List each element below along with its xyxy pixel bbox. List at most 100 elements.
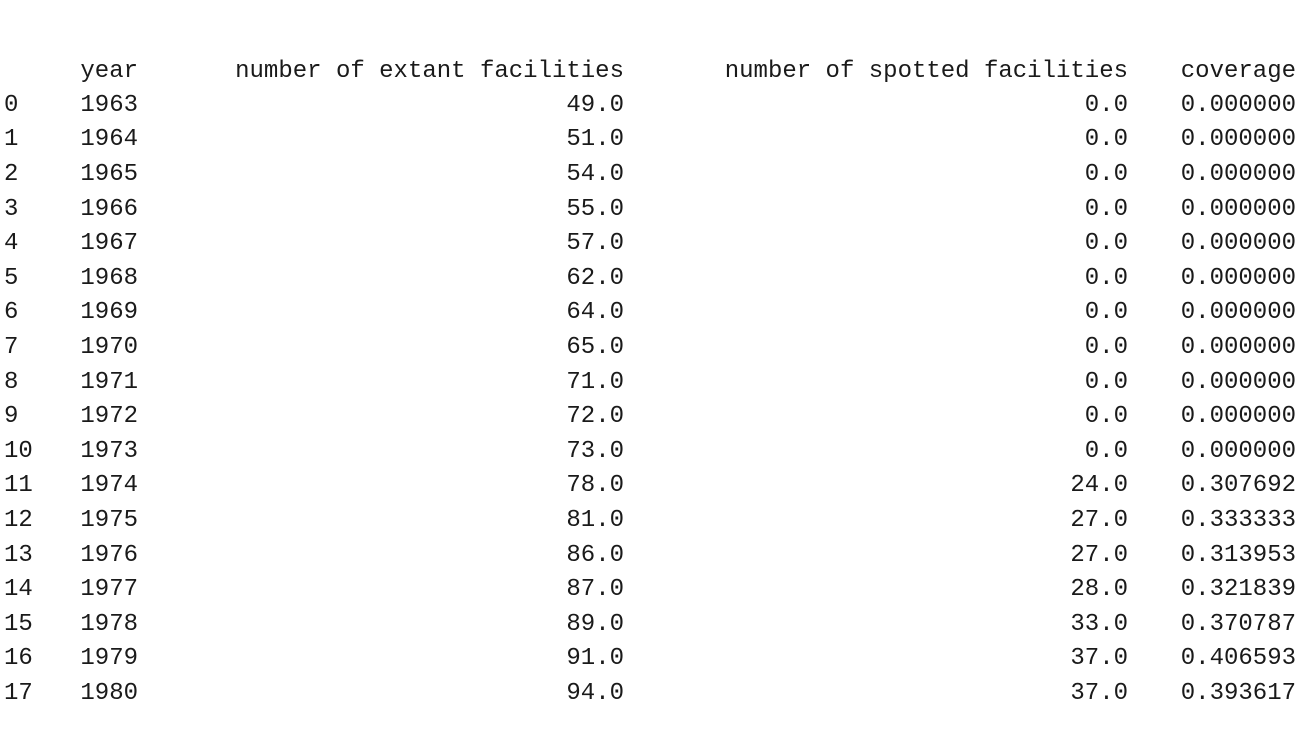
table-row: 1 1964 51.0 0.0 0.000000	[4, 123, 1296, 158]
cell-year: 1979	[80, 645, 138, 673]
cell-spotted-facilities: 0.0	[1084, 230, 1128, 258]
cell-year: 1968	[80, 264, 138, 292]
row-index: 14	[4, 576, 33, 604]
row-index: 8	[4, 368, 19, 396]
row-index: 2	[4, 160, 19, 188]
row-index: 6	[4, 299, 19, 327]
table-row: 9 1972 72.0 0.0 0.000000	[4, 399, 1296, 434]
cell-spotted-facilities: 37.0	[1070, 645, 1128, 673]
cell-year: 1969	[80, 299, 138, 327]
cell-extant-facilities: 73.0	[566, 437, 624, 465]
cell-extant-facilities: 91.0	[566, 645, 624, 673]
table-row: 7 1970 65.0 0.0 0.000000	[4, 330, 1296, 365]
row-index: 7	[4, 333, 19, 361]
table-row: 3 1966 55.0 0.0 0.000000	[4, 192, 1296, 227]
cell-spotted-facilities: 0.0	[1084, 195, 1128, 223]
header-spotted-facilities: number of spotted facilities	[724, 57, 1128, 85]
row-index: 17	[4, 679, 33, 707]
cell-extant-facilities: 78.0	[566, 472, 624, 500]
table-body: 0 1963 49.0 0.0 0.000000 1 1964 51.0 0.0 0.000000…	[4, 88, 1296, 711]
cell-year: 1963	[80, 91, 138, 119]
row-index: 0	[4, 91, 19, 119]
cell-coverage: 0.000000	[1180, 195, 1296, 223]
cell-extant-facilities: 87.0	[566, 576, 624, 604]
table-row: 8 1971 71.0 0.0 0.000000	[4, 365, 1296, 400]
header-coverage: coverage	[1180, 57, 1296, 85]
cell-year: 1974	[80, 472, 138, 500]
table-row: 13 1976 86.0 27.0 0.313953	[4, 538, 1296, 573]
cell-coverage: 0.000000	[1180, 403, 1296, 431]
cell-year: 1980	[80, 679, 138, 707]
cell-coverage: 0.313953	[1180, 541, 1296, 569]
cell-year: 1975	[80, 506, 138, 534]
cell-year: 1967	[80, 230, 138, 258]
table-row: 6 1969 64.0 0.0 0.000000	[4, 296, 1296, 331]
row-index: 16	[4, 645, 33, 673]
cell-coverage: 0.000000	[1180, 126, 1296, 154]
cell-year: 1973	[80, 437, 138, 465]
row-index: 5	[4, 264, 19, 292]
cell-spotted-facilities: 0.0	[1084, 299, 1128, 327]
cell-spotted-facilities: 0.0	[1084, 368, 1128, 396]
cell-extant-facilities: 54.0	[566, 160, 624, 188]
cell-extant-facilities: 51.0	[566, 126, 624, 154]
cell-coverage: 0.406593	[1180, 645, 1296, 673]
cell-extant-facilities: 57.0	[566, 230, 624, 258]
cell-extant-facilities: 81.0	[566, 506, 624, 534]
header-row: year number of extant facilities number …	[4, 54, 1296, 88]
cell-year: 1964	[80, 126, 138, 154]
row-index: 1	[4, 126, 19, 154]
table-row: 15 1978 89.0 33.0 0.370787	[4, 607, 1296, 642]
cell-spotted-facilities: 0.0	[1084, 91, 1128, 119]
cell-spotted-facilities: 27.0	[1070, 506, 1128, 534]
row-index: 10	[4, 437, 33, 465]
row-index: 12	[4, 506, 33, 534]
cell-spotted-facilities: 0.0	[1084, 333, 1128, 361]
table-row: 12 1975 81.0 27.0 0.333333	[4, 503, 1296, 538]
table-row: 10 1973 73.0 0.0 0.000000	[4, 434, 1296, 469]
table-row: 16 1979 91.0 37.0 0.406593	[4, 642, 1296, 677]
table-row: 4 1967 57.0 0.0 0.000000	[4, 226, 1296, 261]
row-index: 4	[4, 230, 19, 258]
header-year: year	[80, 57, 138, 85]
cell-spotted-facilities: 28.0	[1070, 576, 1128, 604]
cell-coverage: 0.000000	[1180, 264, 1296, 292]
cell-spotted-facilities: 27.0	[1070, 541, 1128, 569]
cell-coverage: 0.000000	[1180, 437, 1296, 465]
cell-extant-facilities: 86.0	[566, 541, 624, 569]
cell-spotted-facilities: 37.0	[1070, 679, 1128, 707]
cell-year: 1971	[80, 368, 138, 396]
row-index: 11	[4, 472, 33, 500]
cell-extant-facilities: 55.0	[566, 195, 624, 223]
header-index	[4, 54, 68, 88]
cell-spotted-facilities: 33.0	[1070, 610, 1128, 638]
cell-coverage: 0.000000	[1180, 333, 1296, 361]
cell-coverage: 0.333333	[1180, 506, 1296, 534]
row-index: 15	[4, 610, 33, 638]
cell-spotted-facilities: 0.0	[1084, 437, 1128, 465]
cell-extant-facilities: 64.0	[566, 299, 624, 327]
header-extant-facilities: number of extant facilities	[235, 57, 624, 85]
table-row: 5 1968 62.0 0.0 0.000000	[4, 261, 1296, 296]
cell-coverage: 0.000000	[1180, 368, 1296, 396]
cell-year: 1966	[80, 195, 138, 223]
cell-year: 1970	[80, 333, 138, 361]
cell-extant-facilities: 72.0	[566, 403, 624, 431]
row-index: 9	[4, 403, 19, 431]
cell-extant-facilities: 62.0	[566, 264, 624, 292]
cell-coverage: 0.000000	[1180, 91, 1296, 119]
cell-year: 1977	[80, 576, 138, 604]
dataframe-output: year number of extant facilities number …	[4, 0, 1296, 738]
cell-extant-facilities: 89.0	[566, 610, 624, 638]
row-index: 13	[4, 541, 33, 569]
cell-coverage: 0.000000	[1180, 160, 1296, 188]
table-row: 17 1980 94.0 37.0 0.393617	[4, 676, 1296, 711]
cell-extant-facilities: 49.0	[566, 91, 624, 119]
cell-coverage: 0.000000	[1180, 299, 1296, 327]
cell-spotted-facilities: 0.0	[1084, 403, 1128, 431]
cell-spotted-facilities: 0.0	[1084, 264, 1128, 292]
table-row: 2 1965 54.0 0.0 0.000000	[4, 157, 1296, 192]
cell-coverage: 0.000000	[1180, 230, 1296, 258]
cell-year: 1978	[80, 610, 138, 638]
cell-year: 1972	[80, 403, 138, 431]
